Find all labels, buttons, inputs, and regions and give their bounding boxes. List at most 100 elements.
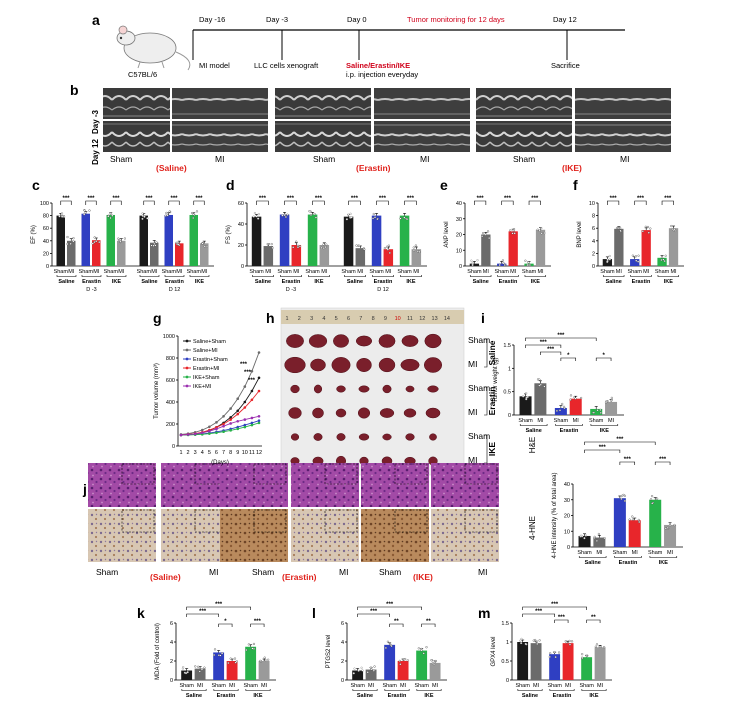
bar-ike-sham: [189, 214, 198, 266]
tumor-specimen: [382, 384, 392, 394]
y-tick-label: 2: [341, 659, 344, 665]
bar-ike-mi: [594, 647, 606, 680]
data-point: [93, 236, 96, 239]
y-tick-label: 0: [172, 444, 175, 450]
data-point: [637, 260, 640, 263]
ruler-number: 2: [298, 316, 301, 322]
timeline-event-mi: MI model: [199, 61, 230, 70]
data-point: [141, 214, 144, 217]
data-point: [361, 669, 364, 672]
x-tick-label: MI: [197, 683, 204, 689]
data-point: [252, 215, 255, 218]
x-tick-label: MI: [597, 683, 604, 689]
significance-label: ***: [145, 196, 153, 202]
tumor-specimen: [405, 385, 415, 393]
x-tick-label: 11: [249, 450, 255, 456]
data-point: [372, 212, 375, 216]
data-point: [345, 218, 348, 221]
group-label-erastin: Erastin: [165, 279, 184, 285]
y-axis-label: ANP level: [444, 221, 450, 247]
bar-erastin-mi: [175, 243, 184, 266]
bar-erastin-sham: [164, 214, 173, 266]
group-bracket: [630, 275, 652, 277]
x-tick-label: MI: [261, 683, 268, 689]
x-tick-label: Sham: [243, 683, 258, 689]
echo-group-ike: (IKE): [562, 163, 582, 173]
y-tick-label: 0: [592, 264, 595, 270]
x-tick-label: Sham: [382, 683, 397, 689]
group-label-saline: Saline: [255, 279, 271, 285]
panel-label-h: h: [266, 310, 275, 326]
histo-row-he: H&E: [528, 437, 537, 453]
echo-erastin-sham-d-3: [275, 88, 371, 119]
tumor-group-label-saline: Saline: [487, 340, 497, 365]
y-axis-label: EF (%): [31, 225, 37, 244]
significance-label: ***: [62, 196, 70, 202]
data-point: [524, 642, 527, 646]
panel-label-k: k: [137, 605, 145, 621]
data-point: [574, 397, 577, 400]
data-point: [538, 378, 541, 381]
significance-label: ***: [540, 340, 548, 346]
data-point: [245, 648, 248, 652]
significance-bracket: [168, 200, 180, 205]
panel-h: 1 2 3 4 5 6 7 8 9 10 11 12 13 14 ShamMIShamMIShamMISa…: [280, 307, 497, 476]
bar-erastin-mi: [397, 661, 409, 680]
data-point: [325, 243, 328, 246]
x-tick-label: MI: [321, 269, 328, 275]
significance-bracket: [528, 200, 541, 205]
data-point: [255, 215, 258, 218]
data-point: [398, 659, 401, 662]
zoom-inset-box: [394, 509, 428, 533]
data-point: [314, 216, 318, 219]
data-point: [522, 395, 525, 398]
data-point: [635, 259, 638, 262]
timeline-event-treatment: Saline/Erastin/IKE: [346, 61, 410, 70]
significance-bracket: [554, 619, 569, 623]
hne-stain-image: [291, 509, 359, 562]
significance-bracket: [595, 357, 612, 361]
series-point: [229, 429, 232, 432]
data-point: [519, 639, 522, 642]
x-tick-label: MI: [93, 269, 100, 275]
tumor-specimen: [424, 333, 442, 349]
significance-bracket: [421, 623, 436, 627]
data-point: [585, 654, 588, 658]
histo-group-ike: (IKE): [413, 572, 433, 582]
y-tick-label: 60: [43, 226, 49, 232]
group-label-erastin: Erastin: [82, 279, 101, 285]
significance-label: ***: [664, 196, 672, 202]
bar-ike-sham: [106, 214, 115, 266]
group-bracket: [344, 275, 366, 277]
y-tick-label: 2: [170, 659, 173, 665]
series-point: [236, 412, 240, 416]
y-tick-label: 6: [341, 621, 344, 627]
echo-sham-label-2: Sham: [313, 154, 335, 164]
tumor-specimen: [290, 433, 300, 441]
series-point: [208, 425, 211, 429]
group-bracket: [517, 689, 543, 691]
echo-group-labels: Sham MI (Saline) Sham MI (Erastin) Sham …: [110, 154, 629, 173]
x-axis-label: (Days): [211, 460, 229, 466]
group-label-saline: Saline: [473, 279, 489, 285]
x-tick-label: MI: [483, 269, 490, 275]
significance-label: ***: [259, 196, 267, 202]
data-point: [637, 254, 640, 257]
y-tick-label: 60: [238, 201, 244, 207]
echo-ike-sham-d12: [476, 121, 572, 152]
data-point: [513, 232, 516, 235]
series-point: [215, 421, 218, 424]
bar-ike-sham: [649, 499, 662, 547]
data-point: [644, 225, 647, 228]
data-point: [123, 237, 126, 240]
significance-bracket: [256, 200, 269, 205]
timeline-monitor-text: Tumor monitoring for 12 days: [407, 15, 505, 24]
data-point: [412, 249, 416, 252]
series-point: [229, 407, 232, 410]
y-tick-label: 4: [170, 640, 173, 646]
data-point: [322, 243, 325, 246]
group-label-erastin: Erastin: [217, 693, 236, 699]
data-point: [656, 497, 659, 500]
